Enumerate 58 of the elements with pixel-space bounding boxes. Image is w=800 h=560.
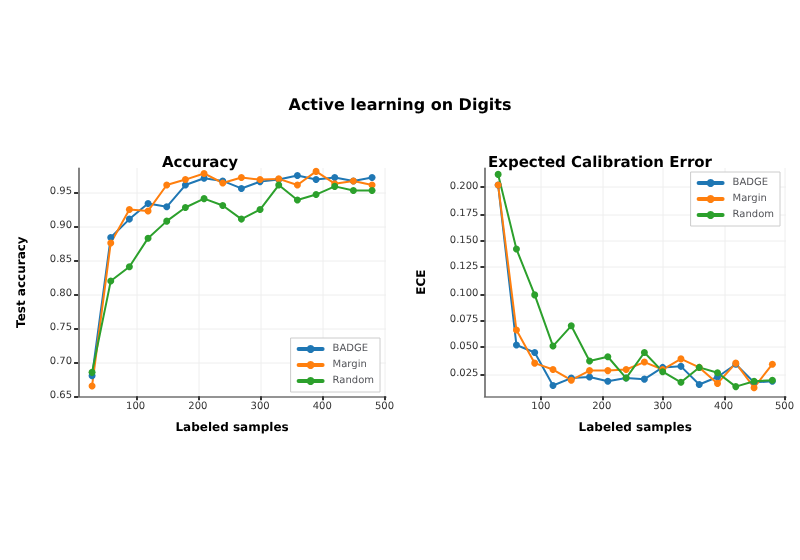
point — [368, 186, 376, 194]
point — [531, 291, 539, 299]
point — [604, 353, 612, 361]
point — [237, 174, 245, 182]
point — [293, 181, 301, 189]
point — [604, 367, 612, 375]
point — [567, 322, 575, 330]
point — [586, 373, 594, 381]
point — [512, 326, 520, 334]
point — [768, 360, 776, 368]
point — [107, 277, 115, 285]
point — [181, 181, 189, 189]
point — [312, 191, 320, 199]
point — [125, 215, 133, 223]
point — [512, 245, 520, 253]
point — [144, 199, 152, 207]
text: Active learning on Digits — [286, 96, 514, 114]
point — [331, 174, 339, 182]
point — [677, 362, 685, 370]
point — [293, 196, 301, 204]
point — [586, 367, 594, 375]
point — [677, 355, 685, 363]
point — [512, 341, 520, 349]
point — [640, 348, 648, 356]
point — [312, 176, 320, 184]
point — [677, 378, 685, 386]
point — [622, 366, 630, 374]
point — [604, 377, 612, 385]
point — [549, 382, 557, 390]
point — [714, 379, 722, 387]
point — [531, 359, 539, 367]
point — [531, 348, 539, 356]
point — [163, 203, 171, 211]
point — [200, 195, 208, 203]
point — [237, 184, 245, 192]
point — [312, 167, 320, 175]
point — [293, 171, 301, 179]
point — [107, 239, 115, 247]
point — [237, 215, 245, 223]
point — [125, 263, 133, 271]
point — [163, 217, 171, 225]
point — [125, 206, 133, 214]
point — [549, 366, 557, 374]
point — [640, 375, 648, 383]
point — [181, 204, 189, 212]
point — [163, 181, 171, 189]
point — [144, 234, 152, 242]
point — [368, 174, 376, 182]
point — [219, 201, 227, 209]
point — [256, 206, 264, 214]
point — [695, 380, 703, 388]
point — [107, 233, 115, 241]
point — [181, 176, 189, 184]
point — [349, 186, 357, 194]
point — [732, 383, 740, 391]
point — [586, 357, 594, 365]
point — [750, 384, 758, 392]
point — [640, 358, 648, 366]
